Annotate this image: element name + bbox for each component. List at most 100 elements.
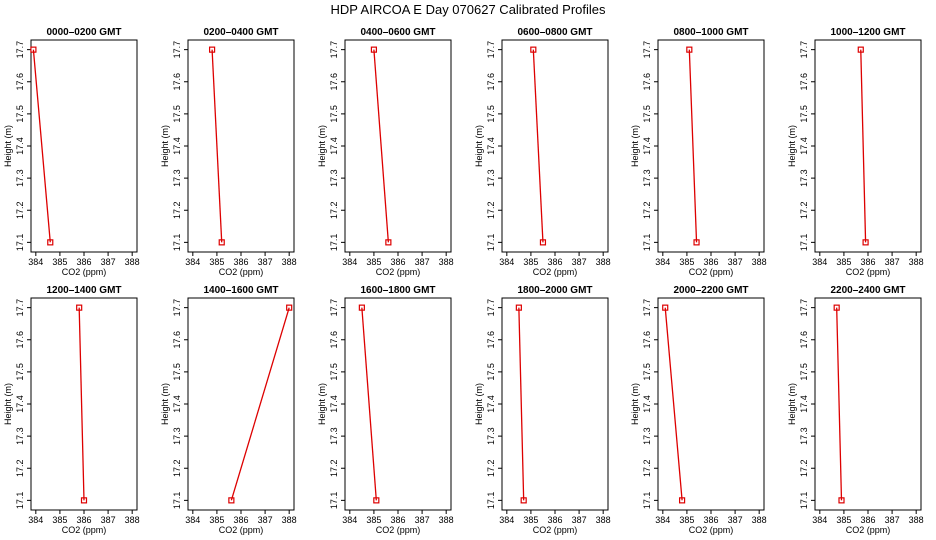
x-tick-label: 387 — [728, 515, 743, 525]
x-tick-label: 388 — [909, 257, 924, 267]
x-tick-label: 385 — [836, 257, 851, 267]
panel-1: 0200–0400 GMT 384 385 386 387 388 CO2 (ppm) 17.… — [160, 27, 297, 277]
x-tick-label: 384 — [499, 515, 514, 525]
y-axis-label: Height (m) — [474, 383, 484, 425]
x-tick-label: 386 — [233, 515, 248, 525]
y-tick-label: 17.4 — [172, 137, 182, 155]
data-point — [385, 239, 392, 246]
x-axis-label: CO2 (ppm) — [219, 267, 264, 277]
y-tick-label: 17.3 — [15, 169, 25, 187]
y-tick-label: 17.4 — [15, 137, 25, 155]
y-tick-label: 17.5 — [329, 363, 339, 381]
x-tick-label: 384 — [342, 257, 357, 267]
x-axis-label: CO2 (ppm) — [62, 525, 107, 535]
plot-frame — [344, 297, 452, 511]
x-tick-label: 386 — [390, 257, 405, 267]
y-axis-label: Height (m) — [787, 383, 797, 425]
x-tick-label: 385 — [52, 515, 67, 525]
y-tick-label: 17.3 — [172, 169, 182, 187]
profile-line — [211, 49, 223, 243]
data-point — [539, 239, 547, 246]
x-tick-label: 387 — [258, 257, 273, 267]
x-axis-label: CO2 (ppm) — [62, 267, 107, 277]
y-tick-label: 17.3 — [329, 427, 339, 445]
y-tick-label: 17.5 — [642, 105, 652, 123]
x-tick-label: 385 — [679, 515, 694, 525]
y-tick-label: 17.6 — [15, 331, 25, 349]
panel-title: 0400–0600 GMT — [360, 27, 435, 38]
panel-title: 0600–0800 GMT — [517, 27, 592, 38]
y-tick-label: 17.2 — [486, 459, 496, 477]
y-tick-label: 17.5 — [642, 363, 652, 381]
x-tick-label: 388 — [282, 515, 297, 525]
x-tick-label: 385 — [52, 257, 67, 267]
y-tick-label: 17.2 — [329, 459, 339, 477]
y-tick-label: 17.4 — [486, 137, 496, 155]
y-tick-label: 17.5 — [486, 363, 496, 381]
x-tick-label: 387 — [728, 257, 743, 267]
y-tick-label: 17.3 — [799, 169, 809, 187]
plot-frame — [501, 39, 609, 253]
x-axis-label: CO2 (ppm) — [689, 267, 734, 277]
data-point — [678, 497, 686, 504]
y-tick-label: 17.4 — [172, 395, 182, 413]
x-tick-label: 387 — [572, 257, 587, 267]
x-axis-label: CO2 (ppm) — [376, 267, 421, 277]
y-tick-label: 17.4 — [329, 137, 339, 155]
y-tick-label: 17.6 — [329, 331, 339, 349]
x-tick-label: 386 — [547, 515, 562, 525]
plot-frame — [814, 39, 922, 253]
x-tick-label: 387 — [258, 515, 273, 525]
panel-6: 1200–1400 GMT 384 385 386 387 388 CO2 (ppm) 17.… — [3, 285, 140, 535]
y-tick-label: 17.5 — [15, 105, 25, 123]
y-tick-label: 17.1 — [172, 234, 182, 252]
y-axis-label: Height (m) — [787, 125, 797, 167]
panel-title: 1200–1400 GMT — [46, 285, 121, 296]
profile-line — [664, 307, 683, 501]
x-tick-label: 384 — [28, 515, 43, 525]
y-axis-label: Height (m) — [3, 383, 13, 425]
data-point — [47, 239, 54, 246]
profile-line — [860, 49, 867, 243]
y-tick-label: 17.1 — [486, 492, 496, 510]
x-tick-label: 385 — [523, 257, 538, 267]
x-tick-label: 388 — [439, 515, 454, 525]
plot-frame — [657, 39, 765, 253]
data-point — [76, 304, 83, 311]
x-axis-label: CO2 (ppm) — [376, 525, 421, 535]
x-tick-label: 388 — [439, 257, 454, 267]
x-tick-label: 387 — [885, 257, 900, 267]
y-tick-label: 17.1 — [642, 234, 652, 252]
panel-5: 1000–1200 GMT 384 385 386 387 388 CO2 (ppm) 17.… — [787, 27, 924, 277]
panel-9: 1800–2000 GMT 384 385 386 387 388 CO2 (ppm) 17.… — [474, 285, 611, 535]
plot-frame — [501, 297, 609, 511]
y-tick-label: 17.1 — [642, 492, 652, 510]
y-tick-label: 17.1 — [799, 492, 809, 510]
y-tick-label: 17.5 — [329, 105, 339, 123]
x-tick-label: 386 — [860, 515, 875, 525]
y-axis-label: Height (m) — [630, 125, 640, 167]
data-point — [857, 46, 864, 53]
y-tick-label: 17.7 — [486, 299, 496, 317]
y-tick-label: 17.7 — [799, 299, 809, 317]
x-tick-label: 385 — [523, 515, 538, 525]
y-tick-label: 17.7 — [642, 41, 652, 59]
y-axis-label: Height (m) — [630, 383, 640, 425]
y-tick-label: 17.6 — [329, 73, 339, 91]
y-tick-label: 17.7 — [799, 41, 809, 59]
panel-title: 1000–1200 GMT — [830, 27, 905, 38]
panel-title: 0000–0200 GMT — [46, 27, 121, 38]
y-tick-label: 17.5 — [172, 363, 182, 381]
profile-line — [532, 49, 544, 243]
data-point — [833, 304, 840, 311]
y-axis-label: Height (m) — [160, 383, 170, 425]
y-tick-label: 17.2 — [329, 201, 339, 219]
data-point — [218, 239, 225, 246]
x-tick-label: 386 — [76, 257, 91, 267]
x-tick-label: 385 — [209, 515, 224, 525]
profile-line — [230, 307, 290, 501]
y-tick-label: 17.1 — [799, 234, 809, 252]
x-tick-label: 386 — [233, 257, 248, 267]
x-axis-label: CO2 (ppm) — [533, 267, 578, 277]
